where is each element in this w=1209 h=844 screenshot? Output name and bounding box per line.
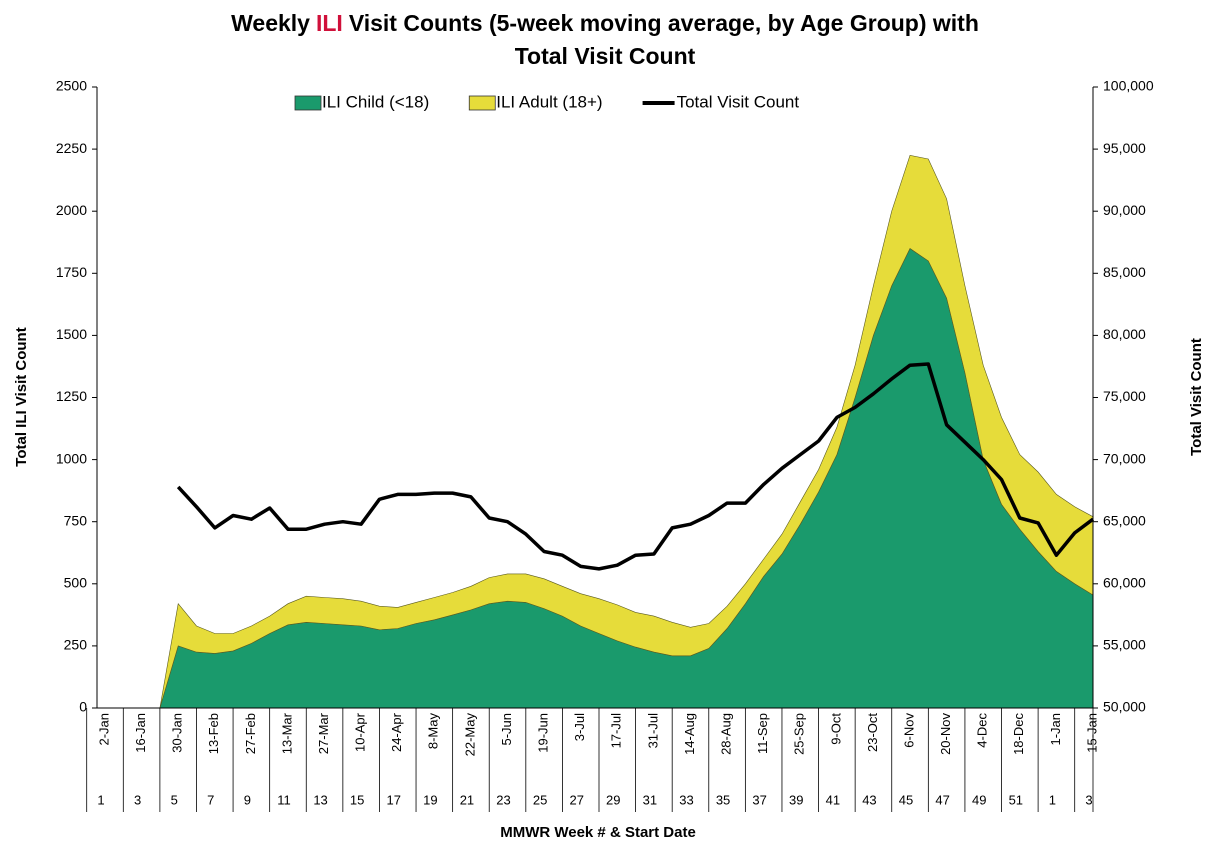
x-tick-label: 1-Jan bbox=[1048, 713, 1063, 746]
y-tick-label: 1250 bbox=[56, 388, 87, 404]
y-tick-label: 2500 bbox=[56, 78, 87, 94]
y-tick-label: 1000 bbox=[56, 450, 87, 466]
x-tick-label: 24-Apr bbox=[389, 712, 404, 752]
week-number: 1 bbox=[1049, 792, 1056, 807]
y2-tick-label: 95,000 bbox=[1103, 140, 1146, 156]
y2-tick-label: 65,000 bbox=[1103, 512, 1146, 528]
week-number: 51 bbox=[1009, 792, 1023, 807]
y-tick-label: 1500 bbox=[56, 326, 87, 342]
x-tick-label: 5-Jun bbox=[499, 713, 514, 746]
week-number: 5 bbox=[171, 792, 178, 807]
week-number: 41 bbox=[826, 792, 840, 807]
x-tick-label: 22-May bbox=[462, 713, 477, 757]
x-tick-label: 23-Oct bbox=[865, 713, 880, 752]
week-number: 1 bbox=[97, 792, 104, 807]
x-tick-label: 16-Jan bbox=[133, 713, 148, 753]
week-number: 27 bbox=[569, 792, 583, 807]
legend-swatch bbox=[468, 95, 496, 111]
week-number: 3 bbox=[134, 792, 141, 807]
legend-label: Total Visit Count bbox=[677, 92, 800, 111]
x-tick-label: 19-Jun bbox=[536, 713, 551, 753]
week-number: 25 bbox=[533, 792, 547, 807]
y-tick-label: 250 bbox=[64, 637, 88, 653]
x-tick-label: 30-Jan bbox=[170, 713, 185, 753]
week-number: 43 bbox=[862, 792, 876, 807]
x-tick-label: 15-Jan bbox=[1084, 713, 1099, 753]
legend-label: ILI Adult (18+) bbox=[496, 92, 602, 111]
title-highlight: ILI bbox=[316, 10, 343, 36]
y-tick-label: 500 bbox=[64, 575, 88, 591]
x-tick-label: 9-Oct bbox=[828, 713, 843, 745]
x-tick-label: 4-Dec bbox=[975, 713, 990, 748]
chart-title: Weekly ILI Visit Counts (5-week moving ave… bbox=[231, 10, 979, 36]
x-tick-label: 25-Sep bbox=[792, 713, 807, 755]
x-axis-title: MMWR Week # & Start Date bbox=[500, 824, 696, 841]
x-tick-label: 14-Aug bbox=[682, 713, 697, 755]
x-tick-label: 13-Feb bbox=[206, 713, 221, 754]
x-tick-label: 31-Jul bbox=[645, 713, 660, 749]
y-tick-label: 2250 bbox=[56, 140, 87, 156]
y2-tick-label: 100,000 bbox=[1103, 78, 1154, 94]
y-tick-label: 1750 bbox=[56, 264, 87, 280]
x-tick-label: 8-May bbox=[426, 713, 441, 750]
y2-tick-label: 50,000 bbox=[1103, 699, 1146, 715]
week-number: 19 bbox=[423, 792, 437, 807]
week-number: 15 bbox=[350, 792, 364, 807]
x-tick-label: 28-Aug bbox=[719, 713, 734, 755]
week-number: 35 bbox=[716, 792, 730, 807]
y2-tick-label: 90,000 bbox=[1103, 202, 1146, 218]
week-number: 3 bbox=[1085, 792, 1092, 807]
x-tick-label: 2-Jan bbox=[96, 713, 111, 746]
x-tick-label: 11-Sep bbox=[755, 713, 770, 754]
week-number: 7 bbox=[207, 792, 214, 807]
x-tick-label: 6-Nov bbox=[901, 713, 916, 748]
week-number: 29 bbox=[606, 792, 620, 807]
week-number: 21 bbox=[460, 792, 474, 807]
legend-swatch bbox=[294, 95, 322, 111]
y-tick-label: 2000 bbox=[56, 202, 87, 218]
y2-tick-label: 55,000 bbox=[1103, 637, 1146, 653]
week-number: 31 bbox=[643, 792, 657, 807]
x-tick-label: 27-Mar bbox=[316, 712, 331, 754]
y-axis-title: Total ILI Visit Count bbox=[13, 327, 30, 466]
x-tick-label: 17-Jul bbox=[609, 713, 624, 749]
week-number: 49 bbox=[972, 792, 986, 807]
week-number: 45 bbox=[899, 792, 913, 807]
week-number: 13 bbox=[313, 792, 327, 807]
y2-tick-label: 80,000 bbox=[1103, 326, 1146, 342]
y2-tick-label: 60,000 bbox=[1103, 575, 1146, 591]
y2-axis-title: Total Visit Count bbox=[1188, 338, 1205, 456]
x-tick-label: 18-Dec bbox=[1011, 713, 1026, 755]
week-number: 39 bbox=[789, 792, 803, 807]
x-tick-label: 20-Nov bbox=[938, 713, 953, 755]
week-number: 23 bbox=[496, 792, 510, 807]
y-tick-label: 0 bbox=[79, 699, 87, 715]
line bbox=[176, 362, 1095, 571]
y2-tick-label: 85,000 bbox=[1103, 264, 1146, 280]
y-tick-label: 750 bbox=[64, 512, 88, 528]
x-tick-label: 27-Feb bbox=[243, 713, 258, 754]
title-rest: Visit Counts (5-week moving average, by … bbox=[349, 10, 979, 36]
title-prefix: Weekly bbox=[231, 10, 310, 36]
x-tick-label: 10-Apr bbox=[353, 712, 368, 752]
chart-title-line2: Total Visit Count bbox=[515, 43, 696, 69]
legend-label: ILI Child (<18) bbox=[322, 92, 429, 111]
week-number: 9 bbox=[244, 792, 251, 807]
x-tick-label: 13-Mar bbox=[279, 712, 294, 754]
y2-tick-label: 70,000 bbox=[1103, 450, 1146, 466]
y2-tick-label: 75,000 bbox=[1103, 388, 1146, 404]
week-number: 47 bbox=[935, 792, 949, 807]
x-tick-label: 3-Jul bbox=[572, 713, 587, 741]
week-number: 37 bbox=[752, 792, 766, 807]
week-number: 17 bbox=[387, 792, 401, 807]
week-number: 33 bbox=[679, 792, 693, 807]
week-number: 11 bbox=[277, 792, 291, 807]
